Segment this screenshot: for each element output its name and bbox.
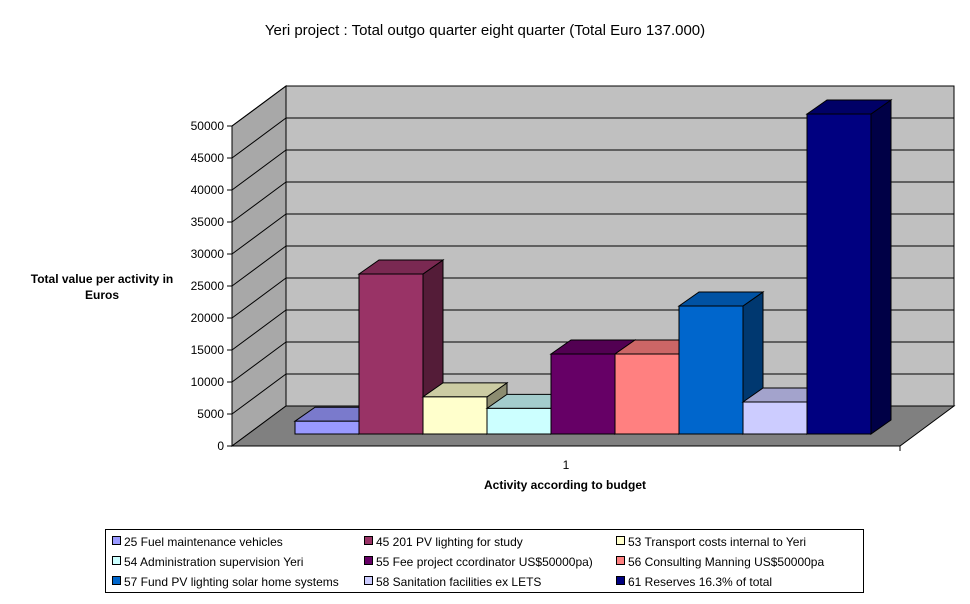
legend-swatch bbox=[112, 536, 121, 546]
y-tick-label: 15000 bbox=[191, 343, 225, 357]
legend-swatch bbox=[616, 576, 625, 586]
gridline-side bbox=[231, 245, 287, 287]
legend-item: 57 Fund PV lighting solar home systems bbox=[112, 573, 339, 589]
gridline-side bbox=[231, 341, 287, 383]
y-tick-label: 0 bbox=[217, 439, 224, 453]
chart-legend: 25 Fuel maintenance vehicles 45 201 PV li… bbox=[105, 529, 864, 593]
bar-9-side bbox=[870, 99, 892, 435]
legend-item: 25 Fuel maintenance vehicles bbox=[112, 533, 283, 549]
legend-label: 53 Transport costs internal to Yeri bbox=[628, 534, 807, 549]
bar-2 bbox=[358, 273, 424, 435]
gridline-side bbox=[231, 277, 287, 319]
legend-item: 55 Fee project ccordinator US$50000pa) bbox=[364, 553, 593, 569]
gridline-side bbox=[231, 117, 287, 159]
gridline-side bbox=[231, 213, 287, 255]
y-tick-label: 5000 bbox=[197, 407, 224, 421]
legend-swatch bbox=[364, 556, 373, 566]
legend-item: 53 Transport costs internal to Yeri bbox=[616, 533, 806, 549]
legend-swatch bbox=[112, 576, 121, 586]
gridline-side bbox=[231, 309, 287, 351]
legend-label: 25 Fuel maintenance vehicles bbox=[124, 534, 283, 549]
x-axis-label: Activity according to budget bbox=[483, 478, 646, 492]
legend-swatch bbox=[364, 576, 373, 586]
bar-5 bbox=[550, 353, 616, 435]
y-tick-label: 50000 bbox=[191, 119, 225, 133]
x-tick-label: 1 bbox=[563, 458, 570, 472]
y-tick-label: 35000 bbox=[191, 215, 225, 229]
legend-label: 58 Sanitation facilities ex LETS bbox=[376, 574, 542, 589]
legend-item: 45 201 PV lighting for study bbox=[364, 533, 523, 549]
bar-6 bbox=[614, 353, 680, 435]
gridline-side bbox=[231, 373, 287, 415]
chart-title: Yeri project : Total outgo quarter eight… bbox=[264, 22, 706, 39]
y-tick-label: 30000 bbox=[191, 247, 225, 261]
y-tick-label: 25000 bbox=[191, 279, 225, 293]
legend-label: 61 Reserves 16.3% of total bbox=[628, 574, 773, 589]
legend-label: 55 Fee project ccordinator US$50000pa) bbox=[376, 554, 593, 569]
legend-label: 56 Consulting Manning US$50000pa bbox=[628, 554, 825, 569]
legend-swatch bbox=[616, 556, 625, 566]
legend-item: 58 Sanitation facilities ex LETS bbox=[364, 573, 541, 589]
bar-7 bbox=[678, 305, 744, 435]
y-tick-label: 45000 bbox=[191, 151, 225, 165]
bar-4 bbox=[486, 407, 552, 435]
y-axis-label: Total value per activity in Euros bbox=[30, 272, 174, 302]
legend-label: 57 Fund PV lighting solar home systems bbox=[124, 574, 339, 589]
legend-swatch bbox=[112, 556, 121, 566]
legend-label: 45 201 PV lighting for study bbox=[376, 534, 523, 549]
y-tick-label: 10000 bbox=[191, 375, 225, 389]
gridline-side bbox=[231, 85, 287, 127]
bar-1 bbox=[294, 420, 360, 435]
y-tick-label: 20000 bbox=[191, 311, 225, 325]
y-tick-label: 40000 bbox=[191, 183, 225, 197]
bar-3 bbox=[422, 396, 488, 435]
legend-item: 61 Reserves 16.3% of total bbox=[616, 573, 772, 589]
bar-8 bbox=[742, 401, 808, 435]
gridline-side bbox=[231, 149, 287, 191]
legend-label: 54 Administration supervision Yeri bbox=[124, 554, 304, 569]
gridline-side bbox=[231, 181, 287, 223]
bar-9 bbox=[806, 113, 872, 435]
legend-item: 54 Administration supervision Yeri bbox=[112, 553, 303, 569]
legend-swatch bbox=[364, 536, 373, 546]
legend-swatch bbox=[616, 536, 625, 546]
legend-item: 56 Consulting Manning US$50000pa bbox=[616, 553, 824, 569]
